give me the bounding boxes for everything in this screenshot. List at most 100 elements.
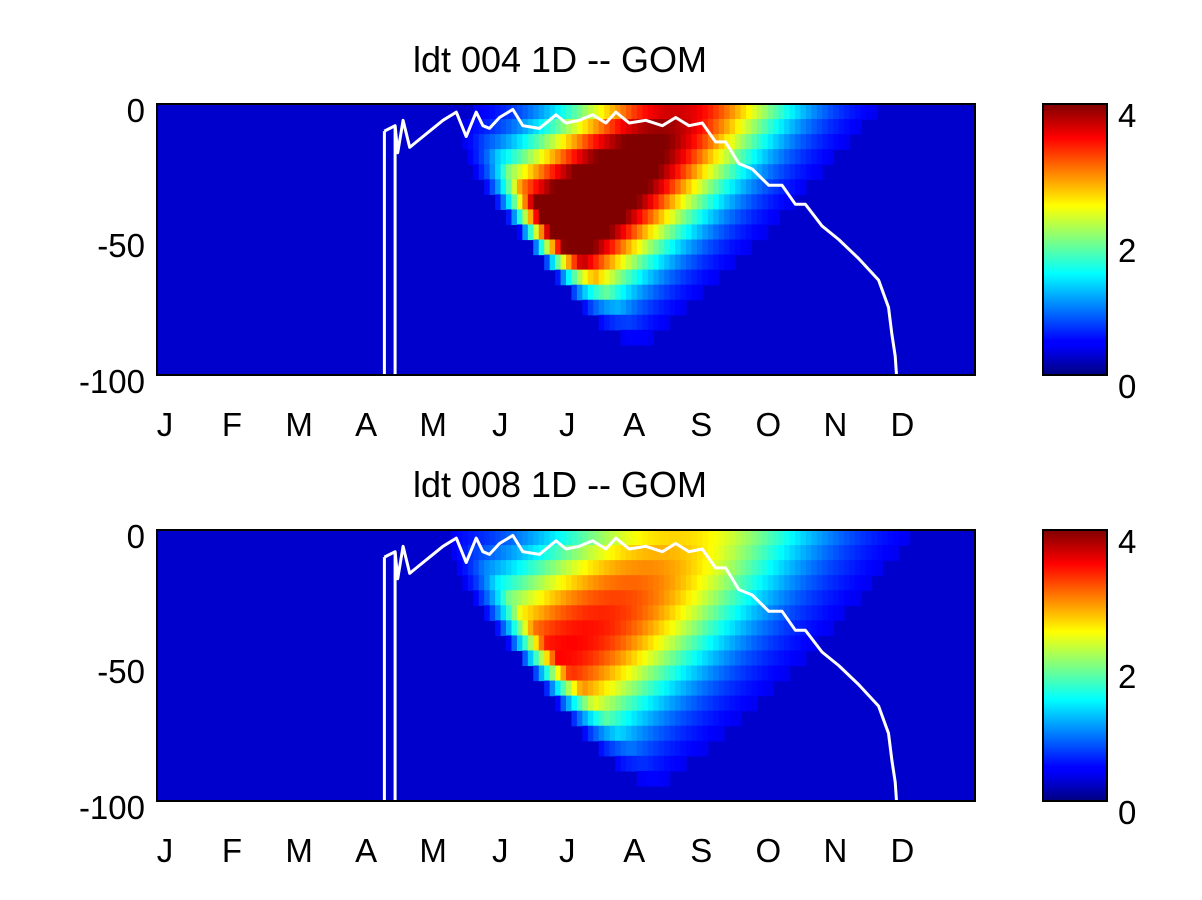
heatmap-cell — [669, 194, 676, 210]
heatmap-cell — [664, 680, 671, 697]
heatmap-cell — [642, 164, 649, 180]
heatmap-cell — [609, 254, 616, 271]
heatmap-cell — [735, 545, 742, 561]
heatmap-cell — [522, 224, 529, 241]
heatmap-cell — [827, 605, 834, 621]
heatmap-cell — [729, 239, 736, 256]
heatmap-cell — [615, 284, 622, 301]
heatmap-cell — [675, 545, 682, 561]
heatmap-cell — [680, 254, 687, 271]
heatmap-cell — [560, 545, 567, 561]
heatmap-cell — [506, 164, 513, 180]
heatmap-cell — [805, 620, 812, 636]
heatmap-cell — [795, 590, 802, 606]
heatmap-cell — [620, 299, 627, 316]
heatmap-cell — [631, 239, 638, 256]
heatmap-cell — [685, 605, 693, 621]
heatmap-cell — [555, 179, 562, 195]
heatmap-cell — [620, 239, 627, 256]
heatmap-cell — [762, 530, 769, 546]
heatmap-cell — [664, 119, 671, 135]
heatmap-cell — [653, 224, 660, 241]
heatmap-cell — [664, 530, 671, 546]
heatmap-cell — [478, 104, 485, 120]
heatmap-cell — [745, 635, 753, 652]
heatmap-cell — [838, 545, 845, 561]
heatmap-cell — [718, 254, 725, 271]
heatmap-cell — [582, 710, 589, 727]
heatmap-cell — [544, 560, 551, 576]
heatmap-cell — [636, 590, 643, 606]
panel-1-colorbar-tick-2: 2 — [1118, 232, 1136, 269]
heatmap-cell — [702, 575, 709, 591]
heatmap-cell — [625, 179, 633, 195]
heatmap-cell — [571, 635, 578, 652]
heatmap-cell — [576, 695, 583, 712]
heatmap-cell — [865, 575, 872, 591]
heatmap-cell — [685, 239, 693, 256]
heatmap-cell — [576, 269, 583, 286]
heatmap-cell — [462, 575, 469, 591]
heatmap-cell — [811, 104, 818, 120]
heatmap-cell — [767, 149, 774, 165]
heatmap-cell — [582, 269, 589, 286]
heatmap-cell — [811, 149, 818, 165]
heatmap-cell — [647, 194, 654, 210]
heatmap-cell — [675, 695, 682, 712]
heatmap-cell — [784, 164, 791, 180]
heatmap-cell — [718, 224, 725, 241]
heatmap-cell — [865, 530, 872, 546]
heatmap-cell — [800, 560, 807, 576]
heatmap-cell — [615, 665, 622, 682]
heatmap-cell — [713, 530, 720, 546]
heatmap-cell — [615, 740, 622, 757]
heatmap-cell — [685, 560, 693, 576]
heatmap-cell — [735, 179, 742, 195]
heatmap-cell — [658, 224, 665, 241]
heatmap-cell — [571, 650, 578, 667]
heatmap-cell — [707, 635, 714, 652]
heatmap-cell — [767, 179, 774, 195]
heatmap-cell — [566, 650, 573, 667]
heatmap-cell — [773, 164, 780, 180]
heatmap-cell — [729, 179, 736, 195]
heatmap-cell — [844, 560, 851, 576]
heatmap-cell — [593, 575, 600, 591]
heatmap-cell — [555, 665, 562, 682]
heatmap-cell — [653, 119, 660, 135]
heatmap-cell — [620, 194, 627, 210]
heatmap-cell — [587, 725, 594, 742]
heatmap-cell — [538, 224, 545, 241]
heatmap-cell — [642, 254, 649, 271]
heatmap-cell — [549, 650, 556, 667]
heatmap-cell — [724, 680, 731, 697]
heatmap-cell — [729, 590, 736, 606]
heatmap-cell — [653, 560, 660, 576]
heatmap-cell — [560, 164, 567, 180]
heatmap-cell — [566, 239, 573, 256]
heatmap-cell — [642, 695, 649, 712]
heatmap-cell — [822, 545, 829, 561]
heatmap-cell — [685, 254, 693, 271]
heatmap-cell — [718, 545, 725, 561]
heatmap-cell — [576, 239, 583, 256]
x-tick-label: O — [755, 832, 781, 869]
heatmap-cell — [615, 314, 622, 331]
heatmap-cell — [795, 530, 802, 546]
heatmap-cell — [625, 545, 633, 561]
heatmap-cell — [664, 725, 671, 742]
heatmap-cell — [658, 254, 665, 271]
heatmap-cell — [598, 635, 605, 652]
heatmap-cell — [625, 239, 633, 256]
heatmap-cell — [636, 299, 643, 316]
heatmap-cell — [598, 665, 605, 682]
heatmap-cell — [631, 620, 638, 636]
heatmap-cell — [631, 284, 638, 301]
heatmap-cell — [625, 575, 633, 591]
heatmap-cell — [647, 254, 654, 271]
heatmap-cell — [805, 530, 812, 546]
heatmap-cell — [729, 620, 736, 636]
heatmap-cell — [702, 710, 709, 727]
heatmap-cell — [642, 269, 649, 286]
heatmap-cell — [473, 119, 480, 135]
